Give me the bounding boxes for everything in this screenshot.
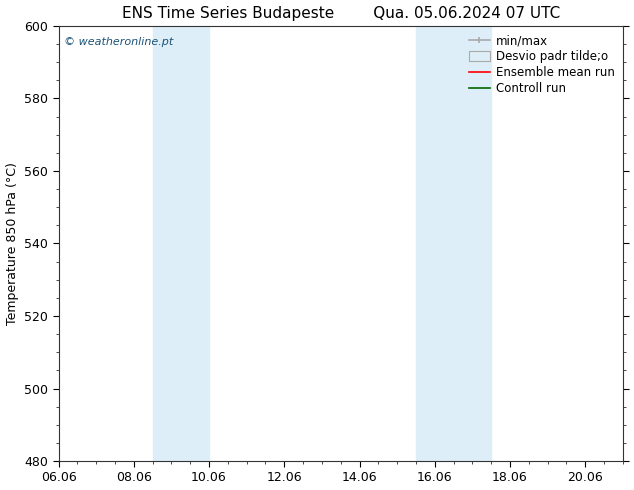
Text: © weatheronline.pt: © weatheronline.pt [64, 37, 174, 47]
Bar [153, 26, 209, 461]
Legend: min/max, Desvio padr tilde;o, Ensemble mean run, Controll run: min/max, Desvio padr tilde;o, Ensemble m… [466, 32, 617, 98]
Title: ENS Time Series Budapeste        Qua. 05.06.2024 07 UTC: ENS Time Series Budapeste Qua. 05.06.202… [122, 5, 560, 21]
Y-axis label: Temperature 850 hPa (°C): Temperature 850 hPa (°C) [6, 162, 18, 325]
Bar [416, 26, 491, 461]
